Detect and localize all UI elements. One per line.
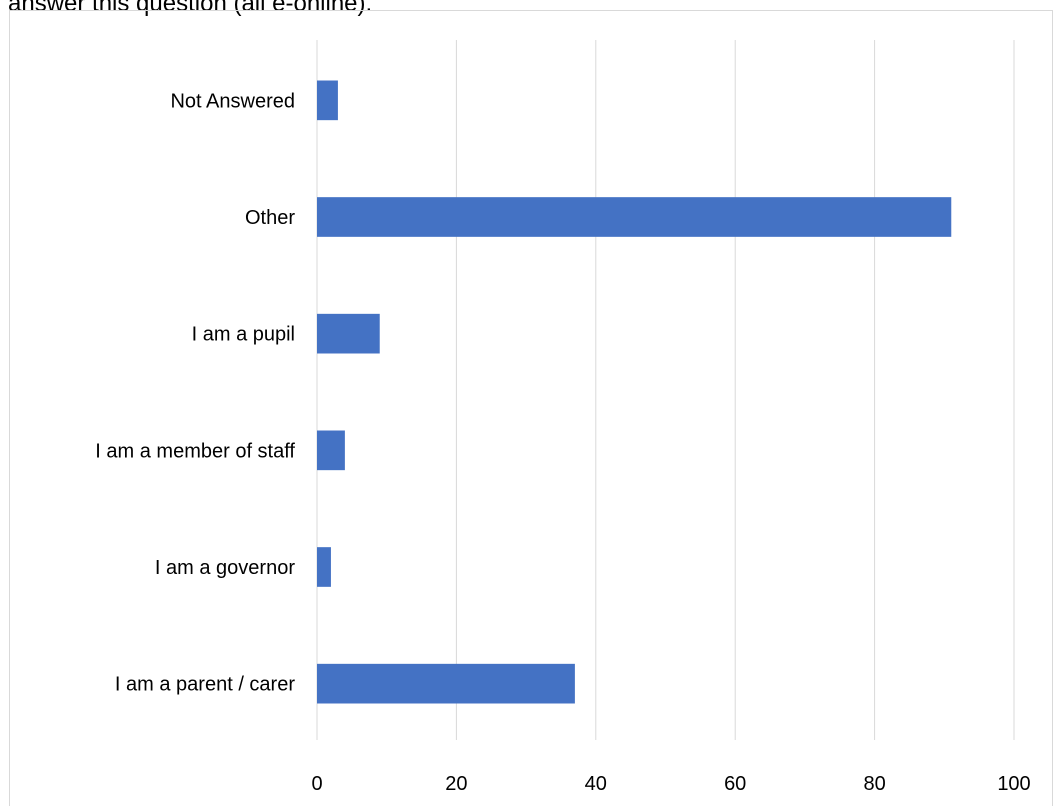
bars — [317, 80, 952, 704]
x-tick-label: 0 — [311, 773, 322, 795]
category-label: I am a pupil — [192, 324, 295, 346]
x-tick-label: 60 — [724, 773, 746, 795]
grid-lines — [316, 40, 1015, 740]
category-label: I am a member of staff — [95, 440, 295, 462]
bar — [317, 197, 952, 237]
category-label: I am a parent / carer — [115, 674, 295, 696]
category-labels: Not Answered Other I am a pupil I am a memb… — [95, 90, 295, 695]
x-tick-label: 20 — [445, 773, 467, 795]
intro-text: answer this question (all e-online). — [8, 0, 373, 17]
category-label: Other — [245, 207, 295, 229]
bar — [317, 430, 345, 471]
x-tick-label: 100 — [997, 773, 1030, 795]
category-label: Not Answered — [170, 90, 295, 112]
chart-frame — [9, 10, 1053, 806]
x-tick-label: 80 — [863, 773, 885, 795]
category-label: I am a governor — [155, 557, 295, 579]
x-tick-label: 40 — [585, 773, 607, 795]
bar — [317, 80, 338, 121]
x-tick-labels: 0 20 40 60 80 100 — [311, 773, 1030, 795]
bar — [317, 313, 380, 354]
bar — [317, 663, 575, 704]
bar — [317, 547, 331, 587]
